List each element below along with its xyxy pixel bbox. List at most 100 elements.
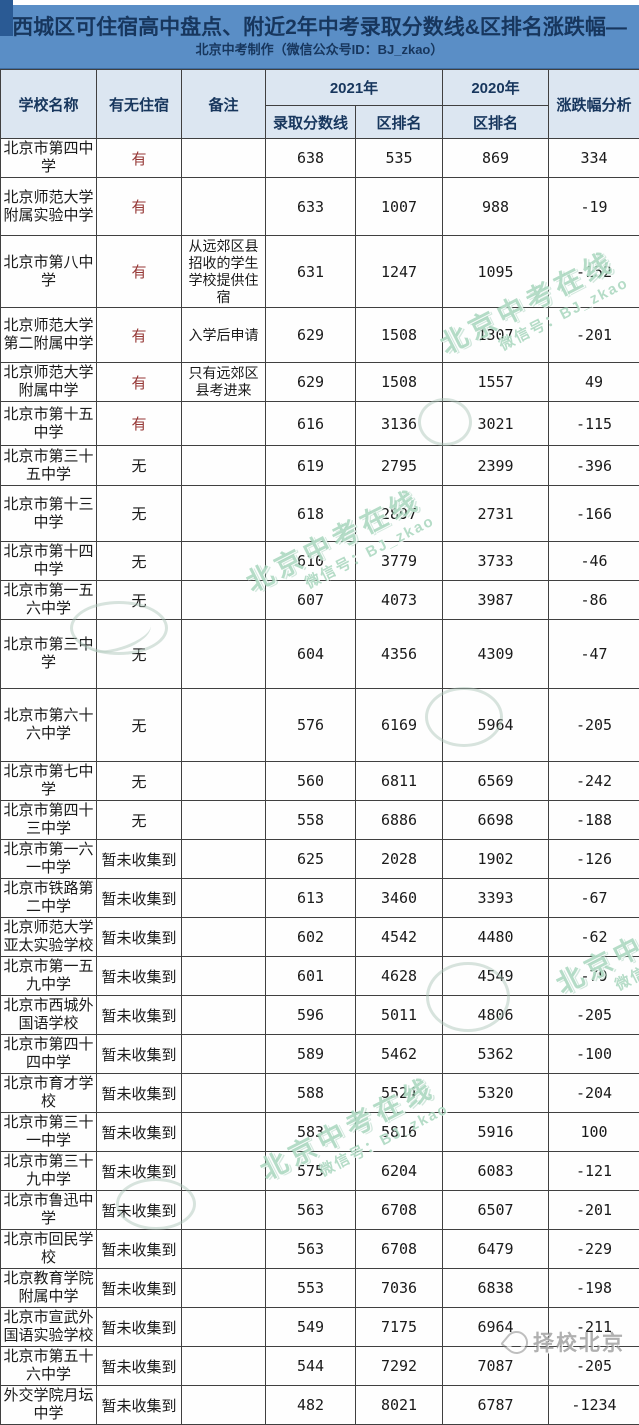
cell-note [182, 486, 266, 542]
cell-boarding: 暂未收集到 [97, 840, 182, 879]
cell-note [182, 581, 266, 620]
table-row: 北京市第三十一中学 暂未收集到 583 5816 5916 100 [1, 1113, 639, 1152]
cell-change: -201 [549, 1191, 639, 1230]
cell-boarding: 暂未收集到 [97, 996, 182, 1035]
cell-change: -86 [549, 581, 639, 620]
cell-boarding: 有 [97, 236, 182, 308]
cell-school-name: 北京市第十三中学 [1, 486, 97, 542]
cell-note [182, 542, 266, 581]
cell-boarding: 有 [97, 402, 182, 446]
cell-change: -121 [549, 1152, 639, 1191]
cell-boarding: 无 [97, 581, 182, 620]
cell-change: -211 [549, 1308, 639, 1347]
cell-note [182, 1035, 266, 1074]
cell-school-name: 北京市第六十六中学 [1, 689, 97, 762]
cell-change: -204 [549, 1074, 639, 1113]
cell-rank-2020: 4806 [443, 996, 549, 1035]
table-row: 北京市第四中学 有 638 535 869 334 [1, 139, 639, 178]
corner-decoration [0, 0, 13, 36]
cell-score-line: 558 [266, 801, 356, 840]
cell-score-line: 563 [266, 1191, 356, 1230]
cell-change: -47 [549, 620, 639, 689]
cell-note [182, 1191, 266, 1230]
cell-change: -62 [549, 918, 639, 957]
cell-rank-2020: 5916 [443, 1113, 549, 1152]
cell-note [182, 178, 266, 236]
cell-rank-2020: 6569 [443, 762, 549, 801]
cell-rank-2021: 1508 [356, 308, 443, 363]
table-row: 北京市第三中学 无 604 4356 4309 -47 [1, 620, 639, 689]
cell-note [182, 1230, 266, 1269]
cell-rank-2021: 3460 [356, 879, 443, 918]
table-row: 北京市第十四中学 无 610 3779 3733 -46 [1, 542, 639, 581]
infographic: { "banner": { "title": "西城区可住宿高中盘点、附近2年中… [0, 5, 639, 1371]
cell-score-line: 563 [266, 1230, 356, 1269]
cell-boarding: 无 [97, 486, 182, 542]
cell-school-name: 北京市铁路第二中学 [1, 879, 97, 918]
cell-boarding: 无 [97, 620, 182, 689]
cell-note [182, 801, 266, 840]
cell-school-name: 北京市第四十四中学 [1, 1035, 97, 1074]
cell-change: -205 [549, 689, 639, 762]
table-row: 北京市鲁迅中学 暂未收集到 563 6708 6507 -201 [1, 1191, 639, 1230]
cell-rank-2020: 869 [443, 139, 549, 178]
table-row: 北京市宣武外国语实验学校 暂未收集到 549 7175 6964 -211 [1, 1308, 639, 1347]
cell-note [182, 996, 266, 1035]
cell-rank-2020: 1307 [443, 308, 549, 363]
cell-school-name: 北京市第三十一中学 [1, 1113, 97, 1152]
cell-score-line: 602 [266, 918, 356, 957]
cell-rank-2020: 3021 [443, 402, 549, 446]
cell-score-line: 553 [266, 1269, 356, 1308]
cell-score-line: 576 [266, 689, 356, 762]
table-row: 北京市第四十三中学 无 558 6886 6698 -188 [1, 801, 639, 840]
cell-note: 入学后申请 [182, 308, 266, 363]
cell-change: -242 [549, 762, 639, 801]
cell-boarding: 暂未收集到 [97, 879, 182, 918]
cell-change: 334 [549, 139, 639, 178]
cell-note [182, 1308, 266, 1347]
cell-rank-2021: 6708 [356, 1191, 443, 1230]
cell-boarding: 无 [97, 446, 182, 486]
cell-boarding: 无 [97, 762, 182, 801]
cell-rank-2020: 6964 [443, 1308, 549, 1347]
cell-note [182, 1386, 266, 1425]
table-row: 北京市第八中学 有 从远郊区县招收的学生学校提供住宿 631 1247 1095… [1, 236, 639, 308]
table-row: 北京市西城外国语学校 暂未收集到 596 5011 4806 -205 [1, 996, 639, 1035]
cell-school-name: 北京市第四中学 [1, 139, 97, 178]
cell-boarding: 暂未收集到 [97, 1113, 182, 1152]
cell-rank-2020: 6479 [443, 1230, 549, 1269]
cell-score-line: 629 [266, 363, 356, 402]
cell-score-line: 482 [266, 1386, 356, 1425]
col-header-rank-2020: 区排名 [443, 106, 549, 139]
cell-note [182, 840, 266, 879]
cell-score-line: 625 [266, 840, 356, 879]
table-row: 北京市第三十五中学 无 619 2795 2399 -396 [1, 446, 639, 486]
cell-boarding: 有 [97, 308, 182, 363]
cell-change: -201 [549, 308, 639, 363]
cell-school-name: 北京市第五十六中学 [1, 1347, 97, 1386]
schools-table: 学校名称 有无住宿 备注 2021年 2020年 涨跌幅分析 录取分数线 区排名… [0, 69, 639, 1425]
cell-note [182, 762, 266, 801]
cell-school-name: 北京市第一五九中学 [1, 957, 97, 996]
cell-change: -188 [549, 801, 639, 840]
cell-change: -100 [549, 1035, 639, 1074]
cell-note [182, 620, 266, 689]
cell-boarding: 有 [97, 178, 182, 236]
cell-note [182, 1347, 266, 1386]
cell-rank-2020: 6507 [443, 1191, 549, 1230]
cell-school-name: 北京教育学院附属中学 [1, 1269, 97, 1308]
cell-change: -166 [549, 486, 639, 542]
cell-boarding: 暂未收集到 [97, 1347, 182, 1386]
cell-rank-2020: 6787 [443, 1386, 549, 1425]
cell-change: -229 [549, 1230, 639, 1269]
table-row: 北京市第十五中学 有 616 3136 3021 -115 [1, 402, 639, 446]
cell-note [182, 446, 266, 486]
cell-score-line: 560 [266, 762, 356, 801]
cell-boarding: 无 [97, 689, 182, 762]
cell-rank-2020: 6698 [443, 801, 549, 840]
cell-school-name: 北京市第四十三中学 [1, 801, 97, 840]
cell-school-name: 北京市第一六一中学 [1, 840, 97, 879]
cell-note [182, 918, 266, 957]
table-row: 北京市第一五九中学 暂未收集到 601 4628 4549 -79 [1, 957, 639, 996]
cell-score-line: 607 [266, 581, 356, 620]
